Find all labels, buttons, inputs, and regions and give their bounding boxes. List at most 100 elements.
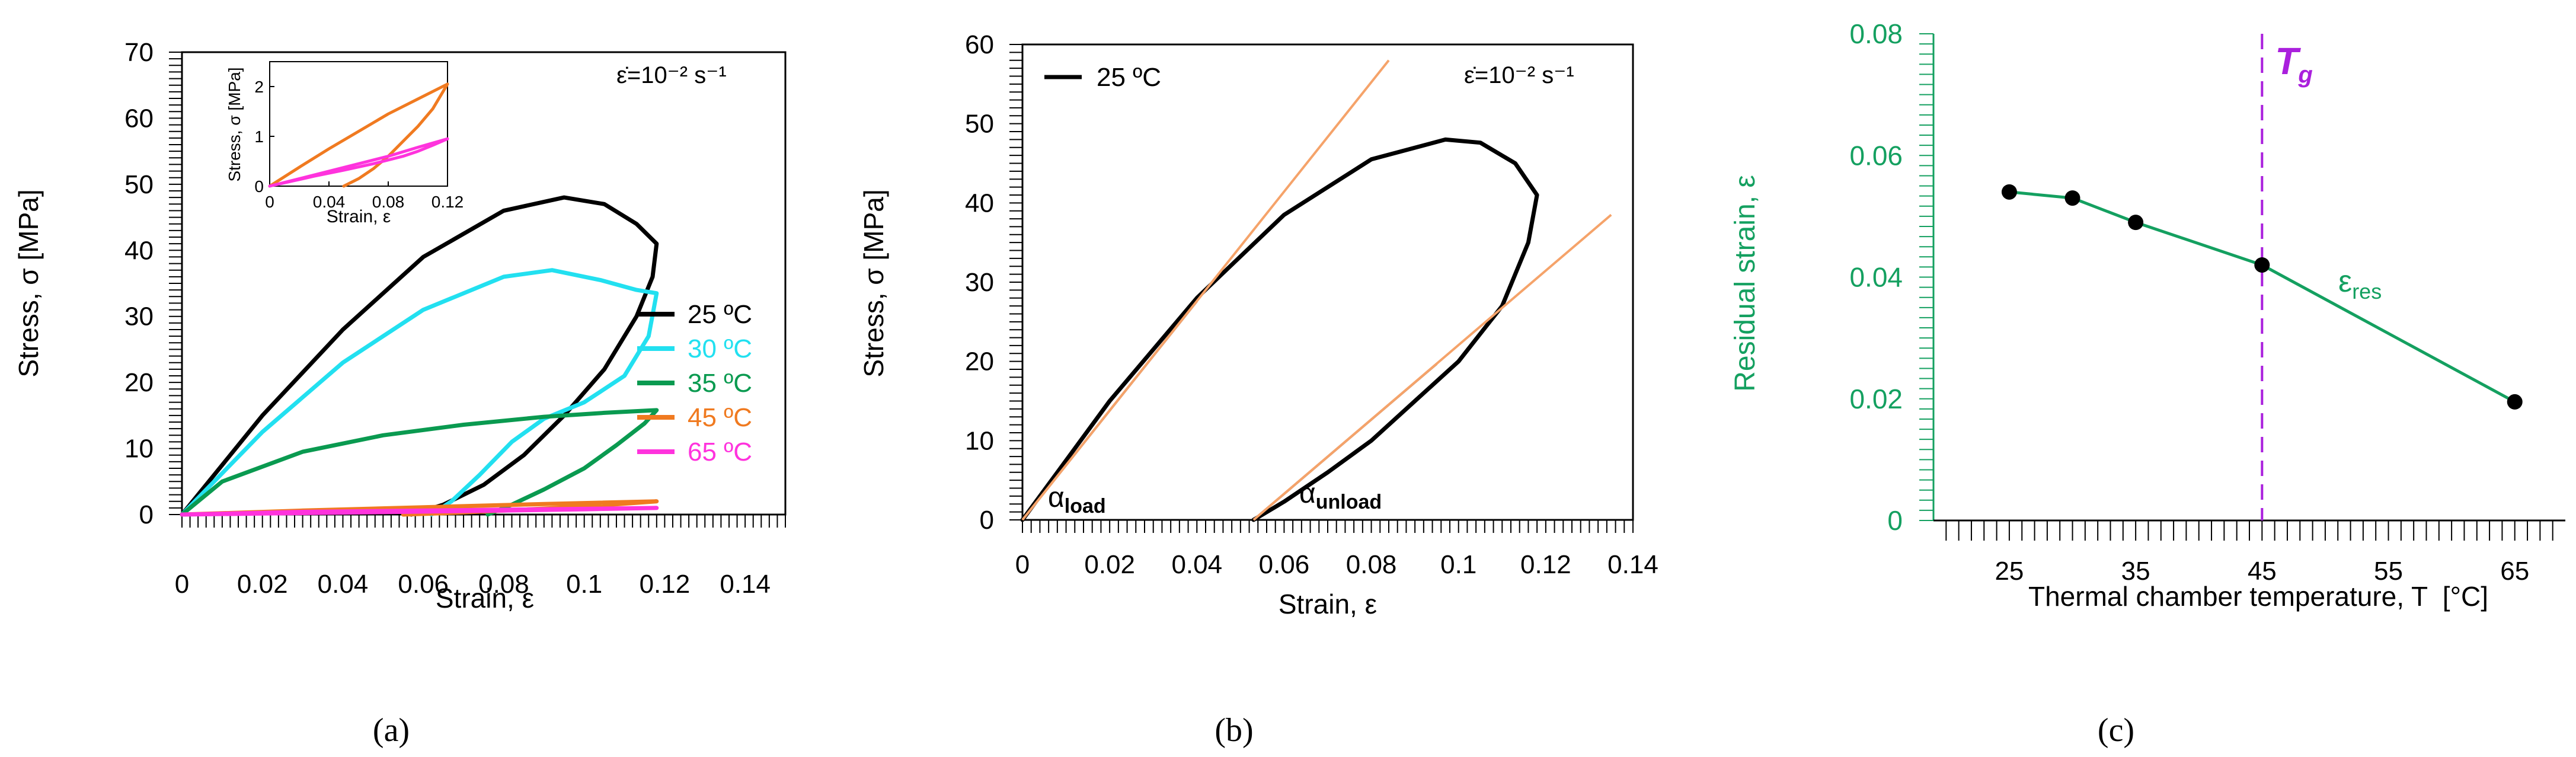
panel-a-series [180,195,659,517]
legend-label: 45 ºC [688,403,752,432]
y-tick-label: 20 [965,347,994,376]
y-tick-label: 70 [124,38,154,67]
y-tick-label: 30 [965,268,994,297]
series-line-25C [1020,137,1539,522]
x-tick-label: 0.08 [478,570,529,599]
alpha-load-label: αload [1048,482,1106,518]
y-tick-label: 20 [124,368,154,397]
x-tick-label: 0.02 [237,570,288,599]
x-tick-label: 0.14 [1607,550,1658,579]
y-tick-label: 50 [124,170,154,199]
x-tick-label: 0 [1015,550,1030,579]
panel-b-fit-lines: αload αunload [1021,59,1612,521]
y-tick-label: 40 [124,236,154,265]
inset-x-tick-label: 0.04 [313,193,346,211]
data-point [2064,190,2080,206]
legend-label: 25 ºC [688,300,752,329]
panel-a: 0 0.02 0.04 0.06 0.08 0.1 0.12 0.14 01020304050… [13,38,787,749]
panel-a-inset: 0 0.04 0.08 0.12 0 1 2 Strain, ε Stress, σ [M… [225,61,464,226]
inset-y-tick-labels: 0 1 2 [254,78,274,196]
panel-b-caption: (b) [1215,712,1253,749]
panel-a-plot-frame [181,51,787,516]
inset-x-axis-label: Strain, ε [327,207,391,226]
alpha-unload-label: αunload [1299,478,1382,513]
panel-a-x-tick-labels: 0 0.02 0.04 0.06 0.08 0.1 0.12 0.14 [175,570,771,599]
series-line-25C [180,195,659,517]
y-tick-label: 0.02 [1849,384,1903,414]
panel-c: 25 35 45 55 65 0 0.02 0.04 0.06 0.08 Tg εres The… [1730,18,2565,749]
panel-a-x-axis-label: Strain, ε [436,583,534,614]
x-tick-label: 0.08 [1346,550,1397,579]
panel-c-y-tick-labels: 0 0.02 0.04 0.06 0.08 [1849,18,1903,536]
inset-y-axis-label: Stress, σ [MPa] [225,67,244,181]
alpha-load-subscript: load [1065,495,1106,518]
inset-x-tick-labels: 0 0.04 0.08 0.12 [265,181,464,211]
tg-subscript: g [2297,62,2312,88]
panel-c-y-axis-label: Residual strain, ε [1730,175,1761,392]
y-tick-label: 0 [139,500,154,529]
y-tick-label: 40 [965,189,994,218]
y-tick-label: 60 [965,30,994,59]
panel-a-y-tick-labels: 0 10 20 30 40 50 60 70 [124,38,154,529]
y-tick-label: 0.08 [1849,18,1903,49]
y-tick-label: 0.06 [1849,140,1903,171]
x-tick-label: 65 [2500,557,2529,586]
panel-b-plot-frame [1021,43,1634,521]
fit-line-unload [1252,213,1612,521]
data-point [2128,215,2144,231]
series-line-35C [180,408,659,517]
x-tick-label: 0 [175,570,189,599]
x-tick-label: 0.04 [318,570,369,599]
x-tick-label: 0.04 [1171,550,1222,579]
panel-c-x-tick-labels: 25 35 45 55 65 [1995,557,2529,586]
x-tick-label: 0.12 [1520,550,1571,579]
inset-series [268,82,449,188]
inset-x-tick-label: 0.08 [372,193,405,211]
legend-label: 25 ºC [1097,63,1161,92]
y-tick-label: 10 [124,435,154,464]
inset-x-tick-label: 0 [265,193,274,211]
panel-a-legend: 25 ºC 30 ºC 35 ºC 45 ºC 65 ºC [637,300,752,467]
eps-res-subscript: res [2352,279,2382,304]
panel-c-caption: (c) [2098,712,2134,749]
x-tick-label: 55 [2374,557,2403,586]
panel-b-y-axis-label: Stress, σ [MPa] [858,189,889,377]
inset-y-tick-label: 1 [254,127,264,146]
y-tick-label: 60 [124,104,154,133]
y-tick-label: 0 [1887,505,1903,536]
x-tick-label: 0.06 [1259,550,1310,579]
y-tick-label: 30 [124,302,154,331]
panel-b-x-tick-labels: 0 0.02 0.04 0.06 0.08 0.1 0.12 0.14 [1015,550,1658,579]
legend-label: 65 ºC [688,437,752,467]
panel-a-strain-rate-annotation: ε̇=10⁻² s⁻¹ [616,62,727,88]
inset-y-tick-label: 2 [254,78,264,96]
panel-b-minor-ticks [1009,44,1634,533]
data-point [2254,257,2270,273]
panel-c-tg-line: Tg [2261,34,2313,520]
panel-b-legend: 25 ºC [1044,63,1161,92]
series-line-65C [180,506,659,517]
y-tick-label: 0.04 [1849,262,1903,293]
x-tick-label: 0.14 [720,570,771,599]
inset-series-line-65C [268,137,449,188]
x-tick-label: 45 [2248,557,2277,586]
tg-label: Tg [2275,40,2313,88]
y-tick-label: 0 [980,506,994,535]
inset-y-tick-label: 0 [254,177,264,196]
alpha-unload-subscript: unload [1316,491,1382,513]
x-tick-label: 0.06 [398,570,449,599]
panel-c-minor-ticks [1919,33,2553,541]
data-point [2001,184,2017,200]
inset-x-tick-label: 0.12 [432,193,464,211]
x-tick-label: 35 [2121,557,2150,586]
y-tick-label: 50 [965,110,994,139]
panel-a-y-axis-label: Stress, σ [MPa] [13,189,44,377]
fit-line-load [1021,59,1390,521]
x-tick-label: 0.02 [1084,550,1135,579]
panel-b-x-axis-label: Strain, ε [1279,589,1377,619]
y-tick-label: 10 [965,426,994,455]
data-point [2507,394,2523,410]
x-tick-label: 0.1 [566,570,602,599]
panel-a-caption: (a) [373,712,410,749]
x-tick-label: 25 [1995,557,2024,586]
